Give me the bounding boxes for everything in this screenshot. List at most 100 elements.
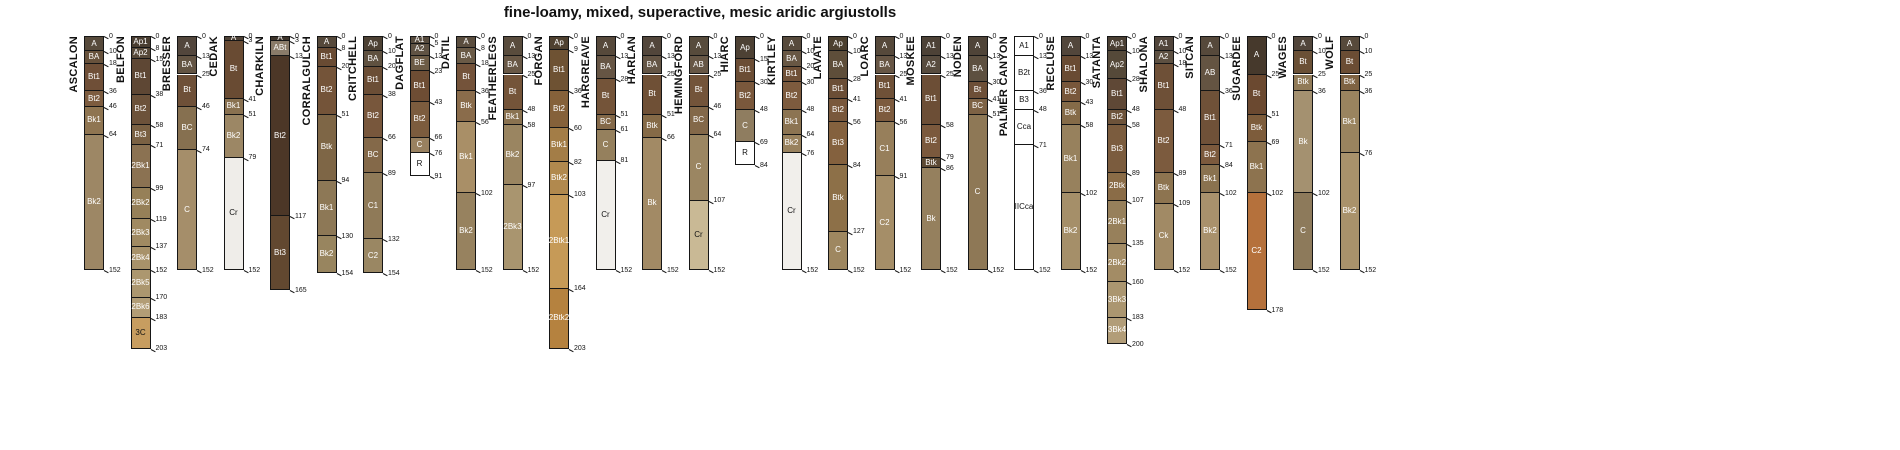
horizon-label: A: [1207, 41, 1213, 50]
horizon-label: A: [463, 37, 469, 47]
horizon-label: Bt1: [320, 52, 333, 62]
depth-tick: [894, 99, 900, 103]
horizon-label: Bt: [694, 85, 703, 95]
depth-tick: [1033, 91, 1039, 95]
depth-label: 38: [155, 91, 164, 99]
depth-tick: [429, 56, 435, 60]
horizon-segment: Btk: [1293, 74, 1313, 92]
depth-tick: [1126, 344, 1132, 348]
horizon-segment: Bt: [177, 74, 197, 107]
depth-label: 28: [1132, 75, 1140, 83]
horizon-label: Ap: [833, 38, 843, 48]
horizon-label: 2Btk1: [548, 236, 570, 246]
depth-label: 200: [1132, 340, 1144, 348]
horizon-label: Ap: [554, 37, 564, 47]
depth-tick: [615, 114, 621, 118]
horizon-segment: Bt1: [409, 71, 430, 103]
horizon-segment: Bk1: [1200, 165, 1220, 194]
depth-tick: [475, 122, 481, 126]
depth-label: 94: [341, 177, 350, 185]
depth-label: 103: [574, 191, 586, 199]
horizon-label: Ap: [740, 42, 750, 52]
horizon-label: C: [184, 204, 190, 214]
depth-tick: [1312, 51, 1318, 55]
depth-tick: [150, 270, 156, 274]
depth-tick: [987, 270, 993, 274]
depth-tick: [568, 49, 574, 54]
depth-label: 28: [620, 75, 629, 83]
horizon-label: Bt1: [785, 68, 798, 78]
horizon-segment: Bt1: [130, 59, 151, 95]
horizon-label: BC: [181, 122, 193, 132]
horizon-label: BC: [367, 149, 379, 159]
horizon-segment: Cca: [1014, 109, 1034, 146]
series-name: SHALONA: [1137, 36, 1150, 93]
depth-label: 48: [527, 106, 536, 114]
horizon-segment: Bt1: [1060, 56, 1081, 83]
horizon-label: A: [323, 37, 330, 47]
depth-tick: [847, 231, 853, 235]
depth-tick: [847, 79, 853, 83]
depth-label: 0: [341, 32, 346, 40]
depth-tick: [289, 216, 295, 220]
series-name: HIARC: [719, 36, 731, 73]
depth-label: 3: [295, 37, 299, 45]
depth-label: 0: [1271, 32, 1276, 40]
horizon-segment: 3C: [130, 317, 151, 349]
horizon-segment: Bk2: [1339, 153, 1360, 271]
depth-tick: [475, 48, 481, 52]
horizon-segment: Cr: [223, 157, 244, 271]
horizon-segment: Ap: [363, 36, 383, 52]
depth-label: 152: [155, 266, 168, 274]
depth-tick: [708, 74, 714, 78]
depth-tick: [1219, 91, 1225, 95]
depth-label: 183: [1132, 314, 1144, 322]
depth-label: 10: [109, 47, 117, 55]
depth-tick: [1219, 165, 1225, 169]
depth-label: 102: [1318, 189, 1330, 197]
horizon-label: Bt1: [87, 72, 100, 82]
series-name: BRESSER: [161, 36, 173, 92]
series-name: HEMINGFORD: [672, 36, 685, 115]
depth-tick: [1080, 56, 1086, 60]
depth-label: 0: [806, 32, 811, 40]
depth-label: 69: [760, 138, 768, 146]
horizon-segment: A: [1339, 36, 1360, 52]
depth-label: 43: [434, 98, 443, 106]
horizon-segment: BA: [642, 56, 662, 75]
depth-label: 41: [853, 95, 861, 103]
horizon-segment: A2: [1153, 51, 1174, 64]
depth-label: 9: [574, 46, 578, 54]
horizon-segment: BA: [177, 56, 197, 75]
horizon-label: 2Bk5: [131, 278, 150, 288]
horizon-label: Bt1: [831, 83, 844, 93]
depth-label: 0: [481, 32, 485, 40]
horizon-segment: Bt2: [1200, 145, 1220, 166]
horizon-segment: Bt: [642, 74, 662, 115]
horizon-segment: A: [223, 34, 244, 42]
horizon-label: Ap1: [133, 37, 148, 47]
depth-label: 5: [434, 40, 439, 48]
horizon-label: C: [1300, 226, 1306, 236]
horizon-label: Cca: [1016, 122, 1032, 132]
depth-label: 48: [760, 106, 768, 114]
depth-label: 117: [295, 212, 307, 220]
horizon-segment: Bt2: [270, 56, 290, 217]
horizon-label: C2: [1251, 246, 1262, 256]
depth-label: 0: [620, 32, 625, 40]
horizon-label: Btk: [320, 142, 333, 152]
horizon-label: Bk2: [505, 149, 520, 159]
horizon-segment: C: [595, 129, 616, 161]
horizon-segment: C1: [874, 122, 895, 177]
horizon-segment: Bk1: [502, 109, 523, 126]
horizon-label: Bt: [648, 89, 656, 99]
horizon-label: Bk1: [87, 115, 101, 125]
depth-label: 13: [295, 52, 303, 60]
depth-label: 41: [899, 95, 908, 103]
depth-label: 8: [481, 44, 485, 52]
depth-tick: [1359, 91, 1365, 95]
horizon-segment: Bk2: [1060, 193, 1081, 271]
depth-label: 69: [1271, 138, 1280, 146]
depth-label: 51: [1271, 111, 1280, 119]
horizon-segment: Ap2: [1107, 51, 1127, 80]
